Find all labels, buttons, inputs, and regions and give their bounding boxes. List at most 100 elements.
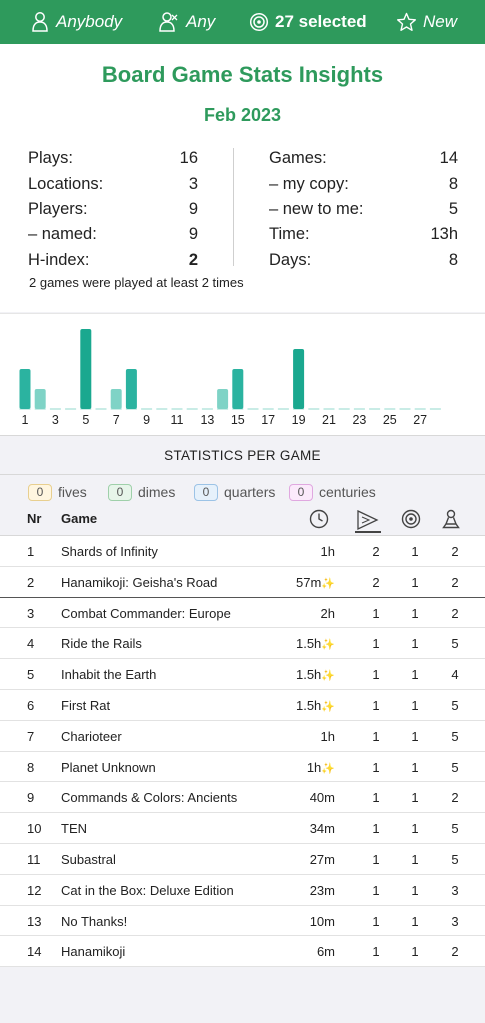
column-header-plays[interactable] bbox=[355, 509, 381, 538]
table-row[interactable]: 2 Hanamikoji: Geisha's Road 57m✨ 2 1 2 bbox=[0, 567, 485, 598]
cell-plays: 1 bbox=[372, 667, 380, 683]
chart-tick-label: 7 bbox=[113, 413, 120, 427]
table-row[interactable]: 10 TEN 34m 1 1 5 bbox=[0, 813, 485, 844]
cell-players: 2 bbox=[451, 944, 459, 960]
winner-filter-button[interactable]: Any bbox=[158, 0, 215, 44]
filter-bar: Anybody Any 27 selected New bbox=[0, 0, 485, 44]
chart-tick-label: 5 bbox=[82, 413, 89, 427]
cell-players: 3 bbox=[451, 913, 459, 929]
chart-tick-label: 11 bbox=[171, 413, 184, 427]
cell-time: 1h✨ bbox=[307, 760, 335, 775]
chart-tick-label: 23 bbox=[352, 413, 366, 427]
table-row[interactable]: 5 Inhabit the Earth 1.5h✨ 1 1 4 bbox=[0, 659, 485, 690]
chip-fives-label: fives bbox=[58, 484, 87, 500]
sparkle-icon: ✨ bbox=[321, 670, 335, 683]
new-filter-button[interactable]: New bbox=[396, 0, 457, 44]
table-row[interactable]: 8 Planet Unknown 1h✨ 1 1 5 bbox=[0, 752, 485, 783]
time-value: 1.5h bbox=[295, 636, 322, 652]
cell-players: 2 bbox=[451, 544, 459, 559]
cell-nr: 13 bbox=[27, 913, 42, 929]
chart-tick-label: 19 bbox=[292, 413, 306, 427]
cell-sessions: 1 bbox=[411, 759, 419, 775]
cell-players: 5 bbox=[451, 728, 459, 744]
chart-tick-label: 1 bbox=[22, 413, 29, 427]
target-icon bbox=[249, 12, 269, 32]
column-header-players[interactable] bbox=[441, 509, 461, 534]
time-value: 40m bbox=[309, 790, 335, 806]
players-filter-button[interactable]: Anybody bbox=[30, 0, 122, 44]
column-header-time[interactable] bbox=[309, 509, 329, 534]
stats-left-column: Plays: 16 Locations: 3 Players: 9 – named: 9… bbox=[28, 146, 198, 273]
column-header-game[interactable]: Game bbox=[61, 511, 98, 526]
chart-baseline-tick bbox=[95, 408, 107, 410]
chart-bar-day-15[interactable] bbox=[232, 369, 244, 409]
table-row[interactable]: 14 Hanamikoji 6m 1 1 2 bbox=[0, 936, 485, 968]
cell-game: Hanamikoji: Geisha's Road bbox=[61, 574, 218, 590]
chart-baseline-tick bbox=[247, 408, 259, 410]
cell-nr: 4 bbox=[27, 636, 35, 652]
time-value: 57m bbox=[296, 574, 322, 590]
cell-sessions: 1 bbox=[411, 790, 419, 806]
chip-fives-count: 0 bbox=[28, 483, 52, 501]
cell-sessions: 1 bbox=[411, 913, 419, 929]
cell-nr: 6 bbox=[27, 697, 35, 713]
chart-baseline-tick bbox=[186, 408, 198, 410]
cell-plays: 2 bbox=[372, 544, 380, 559]
cell-plays: 1 bbox=[372, 790, 380, 806]
cell-game: Planet Unknown bbox=[61, 759, 156, 775]
cell-sessions: 1 bbox=[411, 851, 419, 867]
column-header-sessions[interactable] bbox=[401, 509, 421, 534]
cell-plays: 1 bbox=[372, 605, 380, 621]
chart-bar-day-14[interactable] bbox=[217, 389, 229, 409]
table-row[interactable]: 12 Cat in the Box: Deluxe Edition 23m 1 … bbox=[0, 875, 485, 906]
cell-sessions: 1 bbox=[411, 544, 419, 559]
time-value: 1.5h bbox=[295, 697, 322, 713]
table-row[interactable]: 6 First Rat 1.5h✨ 1 1 5 bbox=[0, 690, 485, 721]
chart-bar-day-1[interactable] bbox=[19, 369, 31, 409]
winner-filter-label: Any bbox=[186, 12, 216, 31]
table-row[interactable]: 7 Charioteer 1h 1 1 5 bbox=[0, 721, 485, 752]
chart-bar-day-19[interactable] bbox=[293, 349, 305, 409]
h-index-note: 2 games were played at least 2 times bbox=[29, 275, 244, 290]
stat-named: – named: 9 bbox=[28, 225, 198, 244]
chart-baseline-tick bbox=[65, 408, 77, 410]
cell-time: 1h bbox=[321, 544, 335, 559]
chart-bar-day-7[interactable] bbox=[110, 389, 122, 409]
chart-bar-day-5[interactable] bbox=[80, 329, 92, 409]
sparkle-icon: ✨ bbox=[321, 762, 335, 775]
cell-players: 2 bbox=[451, 790, 459, 806]
chart-baseline-tick bbox=[156, 408, 168, 410]
table-row[interactable]: 11 Subastral 27m 1 1 5 bbox=[0, 844, 485, 875]
chart-baseline-tick bbox=[384, 408, 396, 410]
cell-players: 4 bbox=[451, 667, 459, 683]
time-value: 23m bbox=[309, 882, 335, 898]
cell-game: TEN bbox=[61, 821, 87, 837]
cell-players: 5 bbox=[451, 636, 459, 652]
chip-dimes: 0 dimes bbox=[108, 483, 175, 501]
cell-game: Combat Commander: Europe bbox=[61, 605, 231, 621]
chart-baseline-tick bbox=[262, 408, 274, 410]
table-row[interactable]: 4 Ride the Rails 1.5h✨ 1 1 5 bbox=[0, 628, 485, 660]
time-value: 1h bbox=[306, 759, 322, 775]
chip-dimes-label: dimes bbox=[138, 484, 176, 500]
cell-plays: 1 bbox=[372, 759, 380, 775]
target-icon bbox=[401, 509, 421, 529]
table-row[interactable]: 1 Shards of Infinity 1h 2 1 2 bbox=[0, 536, 485, 567]
games-filter-button[interactable]: 27 selected bbox=[249, 0, 367, 44]
table-row[interactable]: 13 No Thanks! 10m 1 1 3 bbox=[0, 906, 485, 937]
chart-tick-label: 13 bbox=[200, 413, 214, 427]
time-value: 1h bbox=[320, 544, 335, 559]
table-row[interactable]: 3 Combat Commander: Europe 2h 1 1 2 bbox=[0, 598, 485, 629]
column-header-nr[interactable]: Nr bbox=[27, 511, 42, 526]
chart-bar-day-8[interactable] bbox=[125, 369, 137, 409]
chip-quarters: 0 quarters bbox=[194, 483, 275, 501]
table-row[interactable]: 9 Commands & Colors: Ancients 40m 1 1 2 bbox=[0, 782, 485, 814]
chart-bar-day-2[interactable] bbox=[34, 389, 46, 409]
cell-plays: 1 bbox=[372, 821, 380, 837]
time-value: 10m bbox=[309, 913, 335, 929]
time-value: 1h bbox=[320, 728, 335, 744]
chart-baseline-tick bbox=[201, 408, 213, 410]
cell-nr: 1 bbox=[27, 544, 35, 559]
cell-game: Hanamikoji bbox=[61, 944, 126, 960]
cell-players: 2 bbox=[451, 574, 459, 590]
